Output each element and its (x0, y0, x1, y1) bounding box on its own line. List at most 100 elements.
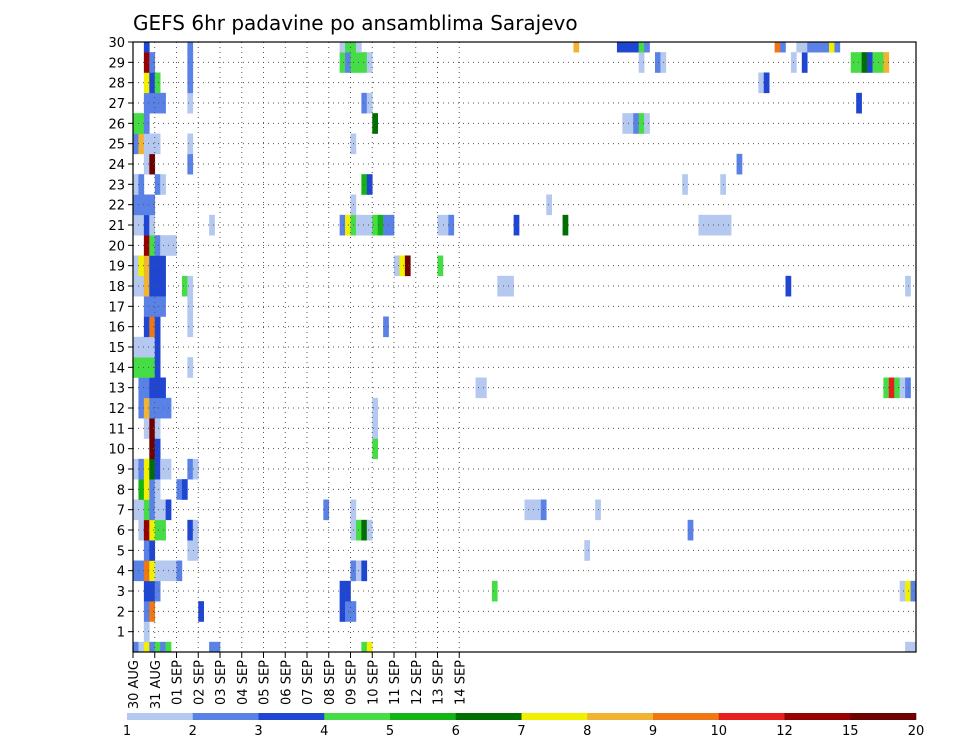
heatmap-cell (339, 580, 346, 602)
y-tick-label: 1 (117, 626, 125, 641)
heatmap-cell (133, 641, 139, 653)
y-tick-label: 21 (108, 219, 125, 234)
x-tick-label: 01 SEP (171, 660, 186, 705)
heatmap-cell (143, 519, 150, 541)
colorbar-label: 1 (123, 724, 131, 739)
heatmap-cell (198, 601, 204, 622)
heatmap-cell (143, 275, 150, 297)
heatmap-cell (633, 42, 639, 53)
heatmap-cell (138, 275, 145, 297)
heatmap-cell (627, 113, 634, 134)
heatmap-cell (366, 214, 373, 236)
heatmap-cell (138, 336, 145, 358)
heatmap-cell (763, 72, 770, 94)
heatmap-cell (143, 113, 150, 134)
heatmap-cell (888, 377, 895, 399)
heatmap-cell (149, 357, 156, 378)
heatmap-cell (133, 214, 139, 236)
heatmap-cell (905, 275, 911, 297)
heatmap-cell (143, 92, 150, 114)
heatmap-cell (149, 275, 156, 297)
colorbar-swatch (521, 713, 588, 720)
heatmap-cell (736, 153, 743, 175)
heatmap-cell (138, 479, 145, 500)
heatmap-cell (181, 479, 188, 500)
heatmap-cell (143, 580, 150, 602)
heatmap-cell (149, 438, 156, 460)
heatmap-cell (622, 42, 629, 53)
x-tick-label: 12 SEP (410, 660, 425, 705)
heatmap-cell (138, 499, 145, 521)
heatmap-cell (138, 255, 145, 277)
heatmap-cell (143, 235, 150, 256)
heatmap-cell (905, 377, 911, 399)
colorbar-swatch (127, 713, 194, 720)
heatmap-cell (187, 275, 194, 297)
heatmap-cell (687, 519, 694, 541)
heatmap-cell (181, 275, 188, 297)
heatmap-cell (513, 214, 520, 236)
heatmap-cell (399, 255, 406, 277)
heatmap-cell (149, 377, 156, 399)
heatmap-cell (383, 214, 389, 236)
heatmap-cell (154, 377, 161, 399)
colorbar-label: 3 (254, 724, 262, 739)
heatmap-cell (154, 316, 161, 338)
heatmap-cell (361, 214, 368, 236)
heatmap-cell (149, 641, 156, 653)
heatmap-cell (345, 580, 351, 602)
heatmap-cell (143, 255, 150, 277)
heatmap-cell (801, 42, 808, 53)
heatmap-cell (187, 316, 194, 338)
heatmap-cell (345, 42, 351, 53)
heatmap-cell (796, 42, 803, 53)
heatmap-cell (143, 621, 150, 643)
colorbar-swatch (390, 713, 457, 720)
heatmap-cell (339, 214, 346, 236)
heatmap-cell (149, 235, 156, 256)
colorbar-swatch (653, 713, 720, 720)
heatmap-cell (187, 92, 194, 114)
heatmap-cell (682, 174, 688, 195)
colorbar-label: 8 (583, 724, 591, 739)
y-tick-label: 4 (117, 565, 125, 580)
heatmap-cell (899, 377, 906, 399)
heatmap-cell (633, 113, 639, 134)
colorbar-label: 10 (710, 724, 727, 739)
heatmap-cell (644, 42, 650, 53)
heatmap-cell (622, 113, 629, 134)
heatmap-cell (149, 397, 156, 419)
heatmap-cell (149, 133, 156, 155)
heatmap-cell (149, 418, 156, 439)
heatmap-cell (448, 214, 455, 236)
heatmap-cell (133, 275, 139, 297)
heatmap-cell (154, 72, 161, 94)
heatmap-cell (372, 397, 378, 419)
x-tick-label: 02 SEP (192, 660, 207, 705)
heatmap-cell (339, 42, 346, 53)
x-tick-label: 10 SEP (366, 660, 381, 705)
heatmap-cell (361, 174, 368, 195)
y-tick-label: 13 (108, 382, 125, 397)
colorbar-swatch (192, 713, 259, 720)
heatmap-cell (437, 255, 444, 277)
heatmap-cell (149, 601, 156, 622)
heatmap-cell (143, 316, 150, 338)
heatmap-cell (154, 275, 161, 297)
heatmap-cell (524, 499, 531, 521)
heatmap-cell (143, 560, 150, 582)
heatmap-cell (861, 52, 868, 73)
heatmap-cell (758, 72, 765, 94)
heatmap-cell (138, 357, 145, 378)
heatmap-cell (154, 438, 161, 460)
heatmap-cell (154, 357, 161, 378)
heatmap-cell (209, 641, 215, 653)
heatmap-cell (644, 113, 650, 134)
colorbar: 1 2 3 4 5 6 7 8 9 10 12 15 20 (123, 713, 924, 739)
heatmap-cell (616, 42, 623, 53)
heatmap-cell (187, 72, 194, 94)
x-tick-label: 06 SEP (279, 660, 294, 705)
heatmap-cell (801, 52, 808, 73)
x-tick-label: 13 SEP (432, 660, 447, 705)
